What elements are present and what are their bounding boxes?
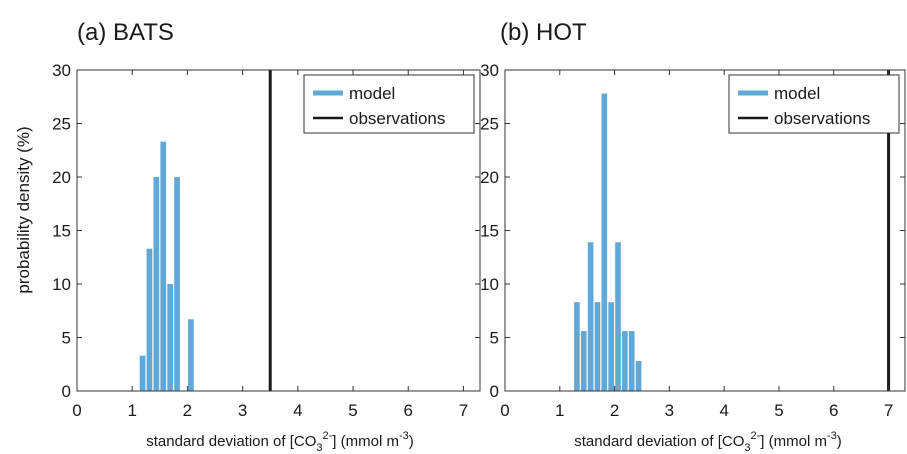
- x-tick-label: 7: [459, 401, 468, 420]
- y-tick-label: 5: [62, 329, 71, 348]
- x-axis-label-part: ] (mmol m: [332, 433, 399, 450]
- histogram-bar: [601, 93, 608, 391]
- chart-title: (b) HOT: [500, 19, 587, 46]
- histogram-bar: [139, 355, 146, 391]
- histogram-bar: [174, 177, 180, 391]
- x-tick-label: 2: [610, 401, 619, 420]
- x-tick-label: 4: [719, 401, 728, 420]
- x-tick-label: 5: [348, 401, 357, 420]
- legend-label-model: model: [774, 84, 820, 103]
- x-axis-label: standard deviation of [CO32-] (mmol m-3): [146, 430, 413, 454]
- legend-box: [303, 74, 475, 134]
- x-axis-label-part: 2-: [751, 430, 761, 442]
- x-axis-label-part: standard deviation of [CO: [574, 433, 744, 450]
- x-tick-label: 3: [665, 401, 674, 420]
- histogram-bar: [580, 331, 587, 391]
- y-tick-label: 10: [480, 275, 499, 294]
- y-tick-label: 20: [480, 168, 499, 187]
- y-tick-label: 25: [52, 115, 71, 134]
- x-tick-label: 4: [293, 401, 302, 420]
- x-axis-label-part: ): [837, 433, 842, 450]
- y-tick-label: 5: [490, 329, 499, 348]
- shared-ylabel: probability density (%): [14, 126, 33, 293]
- y-tick-label: 0: [490, 382, 499, 401]
- legend-box: [728, 74, 900, 134]
- x-axis-label-part: -3: [827, 430, 837, 442]
- histogram-bar: [635, 361, 642, 391]
- x-tick-label: 0: [72, 401, 81, 420]
- x-axis-label-part: 3: [316, 442, 322, 454]
- legend-label-observations: observations: [774, 109, 870, 128]
- x-tick-label: 1: [555, 401, 564, 420]
- x-axis-label: standard deviation of [CO32-] (mmol m-3): [574, 430, 841, 454]
- y-tick-label: 30: [52, 61, 71, 80]
- x-tick-label: 6: [403, 401, 412, 420]
- x-axis-label-part: 2-: [323, 430, 333, 442]
- x-axis-label-part: ): [409, 433, 414, 450]
- histogram-bar: [608, 302, 614, 391]
- panel-bats: (a) BATS 0 1 2 3 4 5 6 7 0 5 10 15 20 25 30 standard dev…: [52, 19, 481, 454]
- y-tick-label: 0: [62, 382, 71, 401]
- x-tick-label: 1: [127, 401, 136, 420]
- histogram-bar: [188, 319, 194, 391]
- histogram-bar: [153, 177, 160, 391]
- x-tick-label: 2: [183, 401, 192, 420]
- x-tick-label: 3: [238, 401, 247, 420]
- y-tick-label: 15: [52, 222, 71, 241]
- y-tick-label: 25: [480, 115, 499, 134]
- x-tick-label: 0: [500, 401, 509, 420]
- legend-label-model: model: [349, 84, 395, 103]
- histogram-bar: [622, 331, 628, 391]
- x-tick-label: 5: [774, 401, 783, 420]
- y-tick-label: 15: [480, 222, 499, 241]
- histogram-bar: [587, 242, 594, 391]
- x-axis-label-part: standard deviation of [CO: [146, 433, 316, 450]
- histogram-bar: [615, 242, 621, 391]
- legend-label-observations: observations: [349, 109, 445, 128]
- y-tick-label: 30: [480, 61, 499, 80]
- x-axis-label-part: -3: [399, 430, 409, 442]
- x-tick-label: 7: [884, 401, 893, 420]
- y-tick-label: 20: [52, 168, 71, 187]
- histogram-bar: [628, 331, 635, 391]
- histogram-bar: [594, 302, 601, 391]
- histogram-bar: [574, 302, 580, 391]
- histogram-bar: [167, 284, 174, 391]
- x-axis-label-part: ] (mmol m: [760, 433, 827, 450]
- histogram-bar: [160, 141, 167, 391]
- x-tick-label: 6: [829, 401, 838, 420]
- panel-hot: (b) HOT 0 1 2 3 4 5 6 7 0 5 10 15 20 25 30 standard devi…: [480, 19, 906, 454]
- histogram-bar: [146, 248, 153, 391]
- chart-title: (a) BATS: [77, 19, 174, 46]
- x-axis-label-part: 3: [744, 442, 750, 454]
- y-tick-label: 10: [52, 275, 71, 294]
